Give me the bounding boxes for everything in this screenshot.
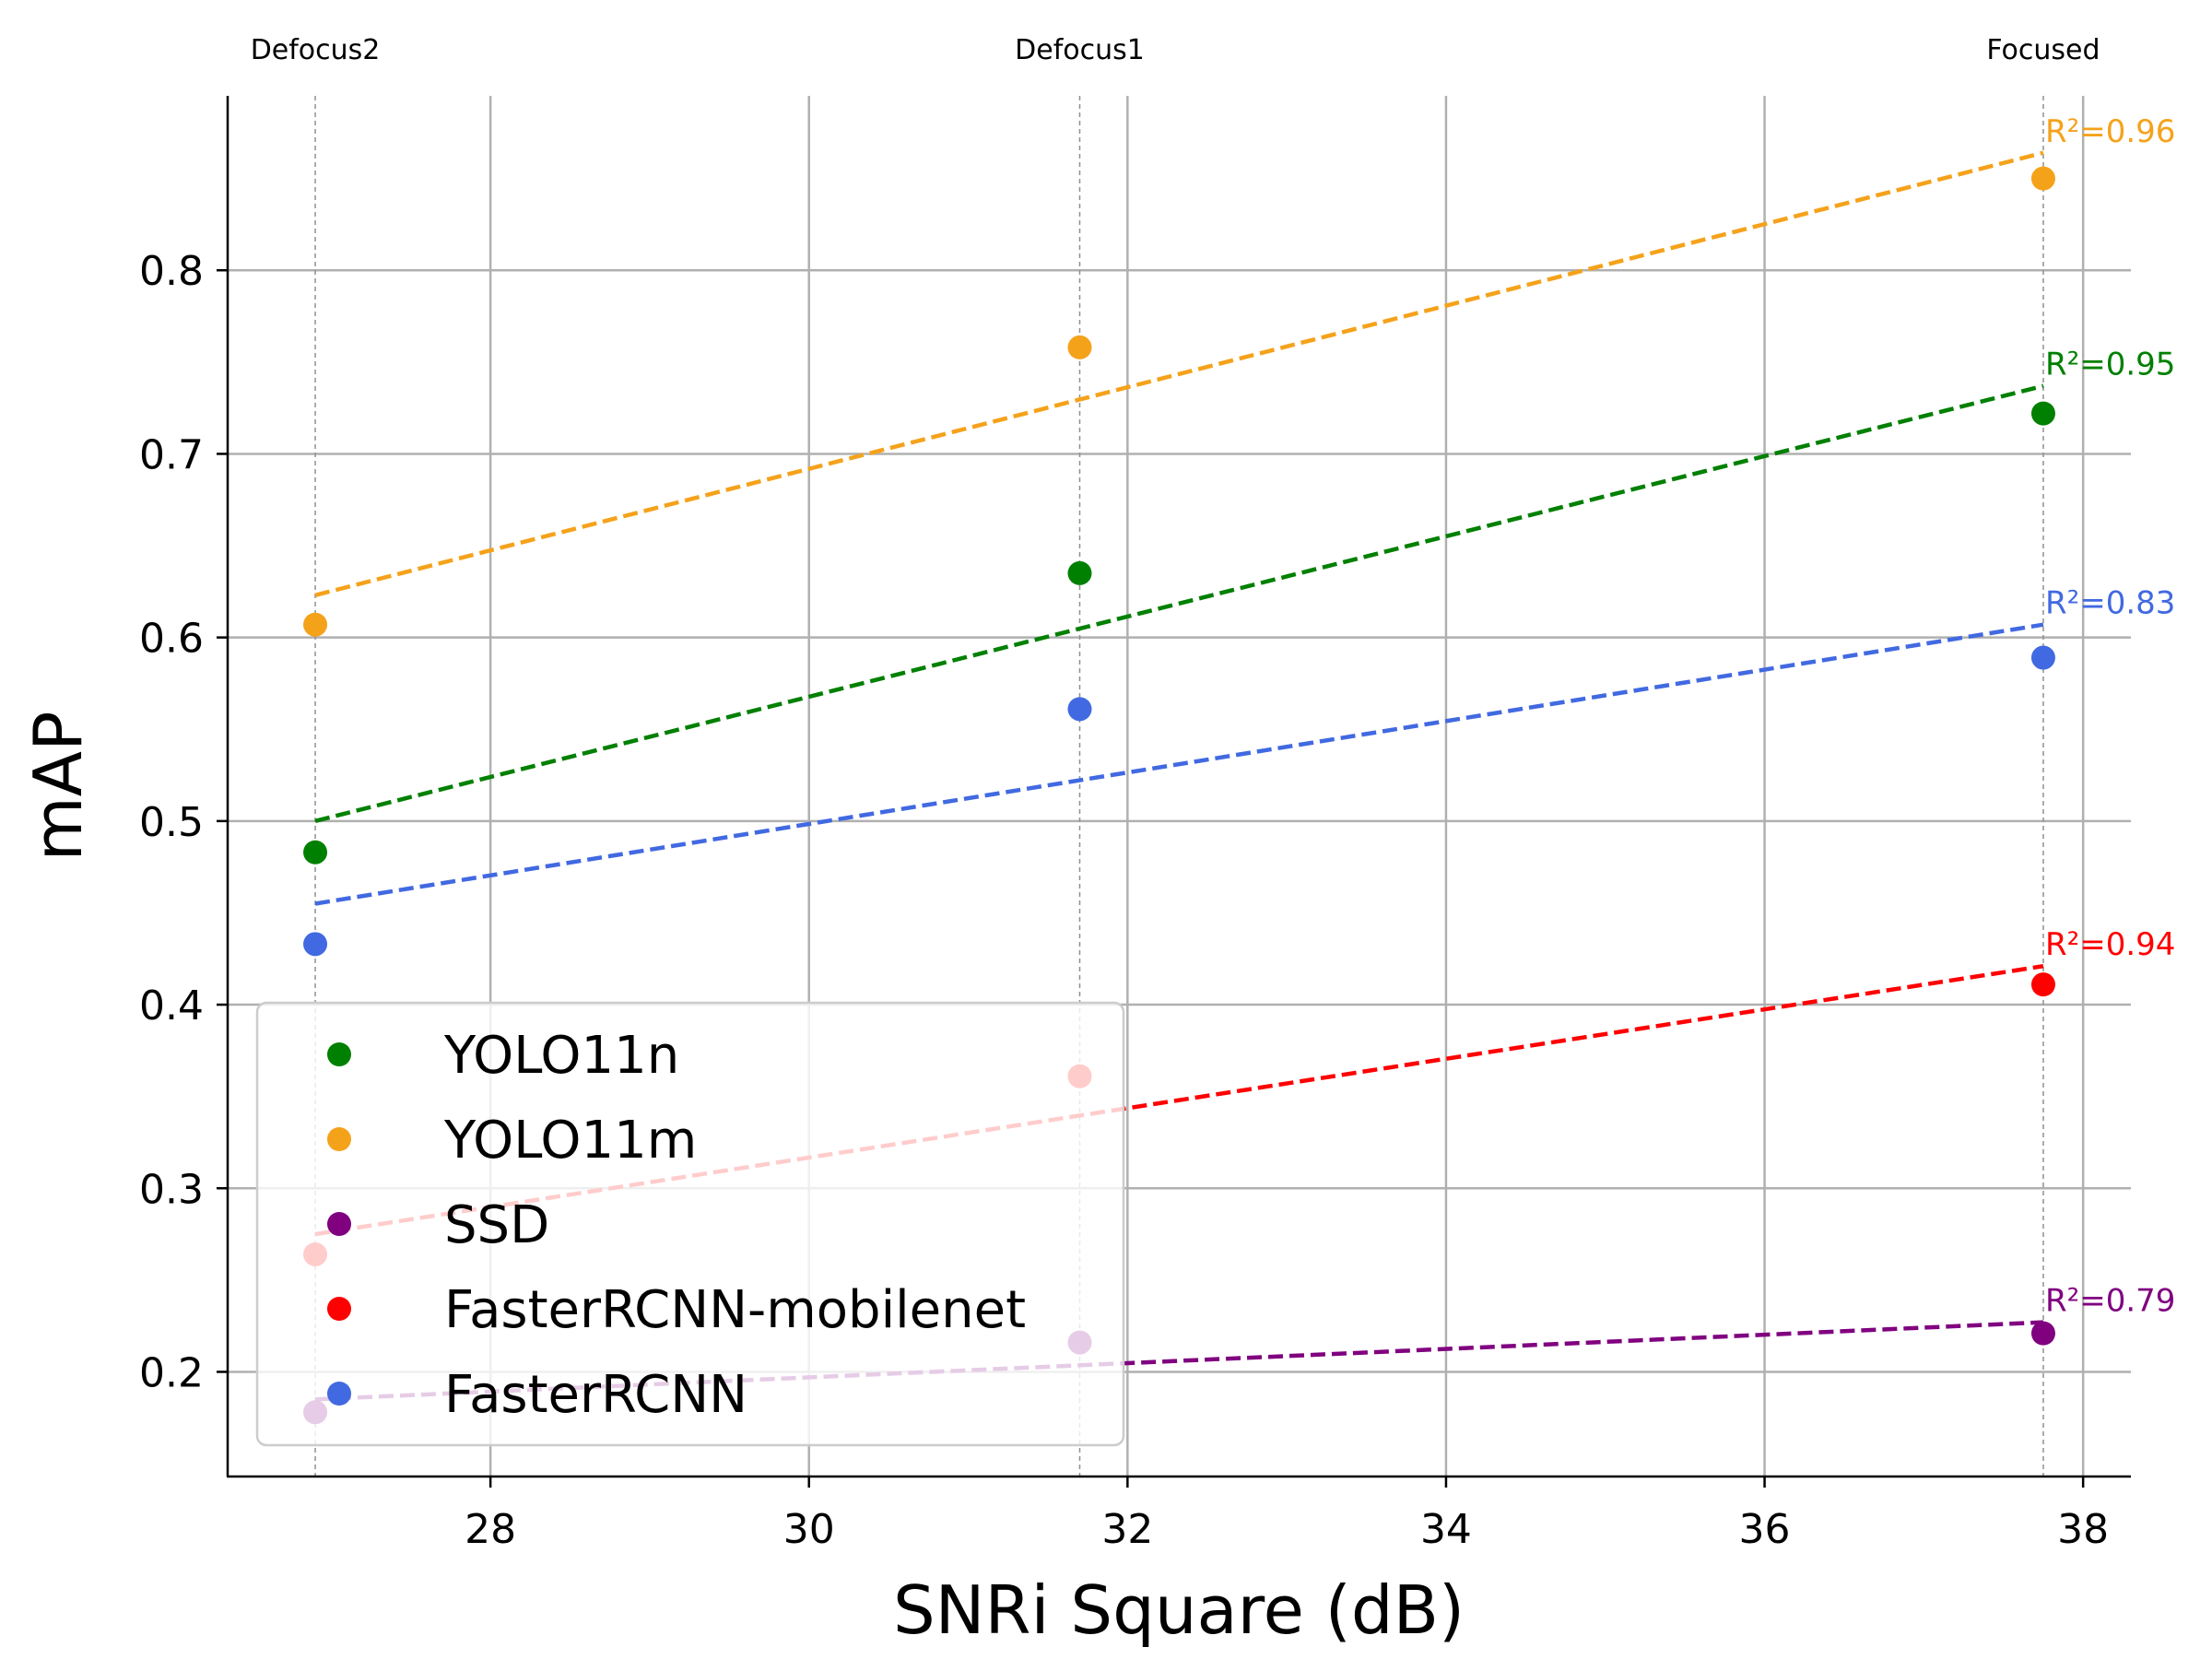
trend-line <box>314 383 2044 824</box>
r2-label: R²=0.96 <box>2045 113 2175 150</box>
data-point <box>303 840 328 865</box>
legend-label: FasterRCNN-mobilenet <box>444 1280 1026 1340</box>
y-tick-label: 0.7 <box>139 431 204 478</box>
x-tick-label: 32 <box>1101 1506 1153 1553</box>
data-point <box>1067 697 1092 722</box>
legend-marker <box>327 1297 351 1321</box>
y-tick-label: 0.2 <box>139 1349 204 1396</box>
trend-line <box>314 622 2044 906</box>
y-tick-label: 0.6 <box>139 616 204 663</box>
legend-label: FasterRCNN <box>444 1365 747 1425</box>
y-ticks: 0.2 0.3 0.4 0.5 0.6 0.7 0.8 <box>139 248 228 1396</box>
y-tick-label: 0.8 <box>139 248 204 295</box>
data-point <box>303 932 328 957</box>
condition-label: Focused <box>1986 34 2100 66</box>
x-tick-label: 28 <box>465 1506 516 1553</box>
data-point <box>2030 1321 2055 1346</box>
y-axis-title: mAP <box>19 712 97 862</box>
legend-frame <box>255 1001 1125 1447</box>
x-axis-title: SNRi Square (dB) <box>893 1571 1465 1649</box>
trend-line <box>314 963 2044 1237</box>
x-tick-label: 36 <box>1739 1506 1791 1553</box>
r2-label: R²=0.94 <box>2045 926 2175 963</box>
data-point <box>1067 335 1092 359</box>
y-tick-label: 0.5 <box>139 799 204 846</box>
r2-labels: R²=0.95 R²=0.96 R²=0.79 R²=0.94 R²=0.83 <box>2045 113 2175 1320</box>
x-tick-label: 34 <box>1420 1506 1472 1553</box>
trend-line <box>314 150 2044 598</box>
legend-marker <box>327 1382 351 1406</box>
y-tick-label: 0.3 <box>139 1166 204 1213</box>
legend-label: YOLO11m <box>443 1111 697 1171</box>
data-point <box>2030 972 2055 997</box>
condition-label: Defocus2 <box>251 34 381 66</box>
x-tick-label: 30 <box>783 1506 835 1553</box>
legend-marker <box>327 1212 351 1236</box>
r2-label: R²=0.83 <box>2045 585 2175 622</box>
legend-marker <box>327 1042 351 1066</box>
r2-label: R²=0.79 <box>2045 1283 2175 1320</box>
data-point <box>2030 401 2055 426</box>
y-tick-label: 0.4 <box>139 982 204 1030</box>
data-point <box>303 612 328 637</box>
legend-marker <box>327 1127 351 1151</box>
data-point <box>2030 645 2055 670</box>
condition-markers: Defocus2 Defocus1 Focused <box>251 34 2100 1477</box>
condition-label: Defocus1 <box>1015 34 1145 66</box>
legend-label: SSD <box>444 1195 549 1255</box>
axes <box>226 96 2131 1478</box>
legend: YOLO11n YOLO11m SSD FasterRCNN-mobilenet Fas… <box>255 1001 1125 1447</box>
legend-label: YOLO11n <box>443 1026 679 1086</box>
data-point <box>1067 560 1092 585</box>
x-ticks: 28 30 32 34 36 38 <box>465 1477 2109 1553</box>
data-point <box>2030 166 2055 191</box>
x-tick-label: 38 <box>2057 1506 2109 1553</box>
r2-label: R²=0.95 <box>2045 347 2175 383</box>
